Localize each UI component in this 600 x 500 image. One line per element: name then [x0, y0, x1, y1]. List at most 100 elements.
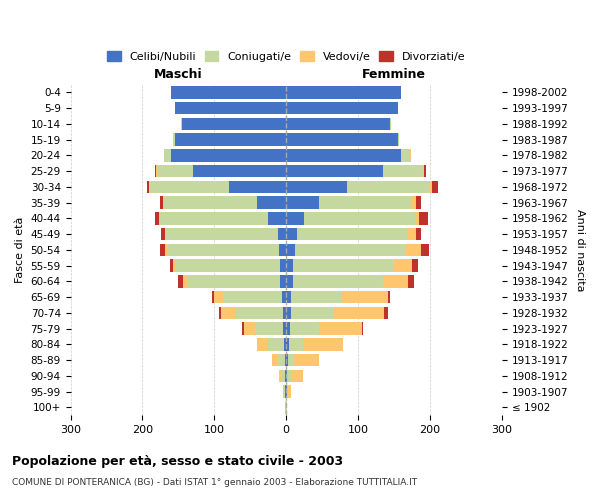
- Bar: [280, 275, 286, 287]
- Bar: [244, 322, 254, 335]
- Bar: [149, 180, 229, 193]
- Bar: [409, 275, 414, 287]
- Bar: [286, 306, 290, 319]
- Bar: [178, 275, 184, 287]
- Bar: [290, 370, 304, 382]
- Bar: [409, 228, 416, 240]
- Bar: [257, 338, 268, 350]
- Bar: [290, 306, 334, 319]
- Bar: [289, 354, 294, 366]
- Bar: [242, 322, 244, 335]
- Bar: [147, 180, 149, 193]
- Bar: [155, 165, 156, 177]
- Bar: [268, 212, 286, 224]
- Bar: [214, 291, 224, 304]
- Bar: [290, 322, 319, 335]
- Bar: [181, 118, 182, 130]
- Bar: [416, 212, 419, 224]
- Bar: [165, 228, 166, 240]
- Bar: [171, 149, 286, 162]
- Bar: [286, 134, 398, 146]
- Bar: [398, 134, 399, 146]
- Bar: [423, 165, 424, 177]
- Bar: [286, 386, 287, 398]
- Bar: [421, 244, 429, 256]
- Legend: Celibi/Nubili, Coniugati/e, Vedovi/e, Divorziati/e: Celibi/Nubili, Coniugati/e, Vedovi/e, Di…: [103, 47, 469, 66]
- Bar: [412, 196, 416, 209]
- Bar: [161, 228, 165, 240]
- Bar: [224, 291, 282, 304]
- Bar: [286, 244, 295, 256]
- Bar: [283, 322, 286, 335]
- Bar: [286, 291, 291, 304]
- Text: Femmine: Femmine: [362, 68, 426, 82]
- Bar: [166, 228, 278, 240]
- Text: COMUNE DI PONTERANICA (BG) - Dati ISTAT 1° gennaio 2003 - Elaborazione TUTTITALI: COMUNE DI PONTERANICA (BG) - Dati ISTAT …: [12, 478, 417, 487]
- Bar: [182, 118, 286, 130]
- Bar: [416, 196, 421, 209]
- Bar: [286, 228, 297, 240]
- Bar: [401, 149, 410, 162]
- Bar: [334, 306, 384, 319]
- Bar: [286, 196, 319, 209]
- Bar: [236, 306, 283, 319]
- Bar: [160, 196, 163, 209]
- Bar: [286, 401, 287, 413]
- Bar: [164, 196, 257, 209]
- Bar: [278, 354, 285, 366]
- Y-axis label: Anni di nascita: Anni di nascita: [575, 208, 585, 291]
- Y-axis label: Fasce di età: Fasce di età: [15, 216, 25, 283]
- Bar: [295, 244, 406, 256]
- Bar: [284, 338, 286, 350]
- Bar: [362, 322, 363, 335]
- Bar: [164, 149, 171, 162]
- Bar: [304, 212, 416, 224]
- Bar: [173, 134, 175, 146]
- Bar: [347, 180, 430, 193]
- Bar: [341, 291, 388, 304]
- Bar: [163, 196, 164, 209]
- Bar: [384, 306, 388, 319]
- Bar: [383, 275, 409, 287]
- Bar: [187, 275, 280, 287]
- Bar: [268, 338, 284, 350]
- Bar: [286, 118, 391, 130]
- Bar: [283, 386, 284, 398]
- Bar: [160, 212, 268, 224]
- Bar: [229, 180, 286, 193]
- Bar: [286, 354, 289, 366]
- Bar: [184, 275, 187, 287]
- Bar: [289, 386, 290, 398]
- Bar: [394, 260, 412, 272]
- Bar: [257, 196, 286, 209]
- Bar: [286, 212, 304, 224]
- Bar: [406, 244, 421, 256]
- Bar: [282, 291, 286, 304]
- Bar: [297, 228, 409, 240]
- Bar: [286, 86, 401, 99]
- Bar: [159, 212, 160, 224]
- Bar: [319, 322, 362, 335]
- Bar: [432, 180, 438, 193]
- Bar: [291, 291, 341, 304]
- Bar: [175, 134, 286, 146]
- Bar: [416, 228, 421, 240]
- Bar: [160, 244, 166, 256]
- Bar: [286, 370, 287, 382]
- Bar: [170, 260, 173, 272]
- Bar: [193, 165, 286, 177]
- Bar: [221, 306, 236, 319]
- Bar: [286, 165, 383, 177]
- Bar: [166, 244, 167, 256]
- Bar: [283, 306, 286, 319]
- Bar: [286, 149, 401, 162]
- Bar: [282, 370, 286, 382]
- Bar: [285, 354, 286, 366]
- Bar: [424, 165, 425, 177]
- Bar: [286, 322, 290, 335]
- Bar: [293, 275, 383, 287]
- Bar: [254, 322, 283, 335]
- Bar: [279, 370, 282, 382]
- Bar: [319, 196, 412, 209]
- Bar: [212, 291, 214, 304]
